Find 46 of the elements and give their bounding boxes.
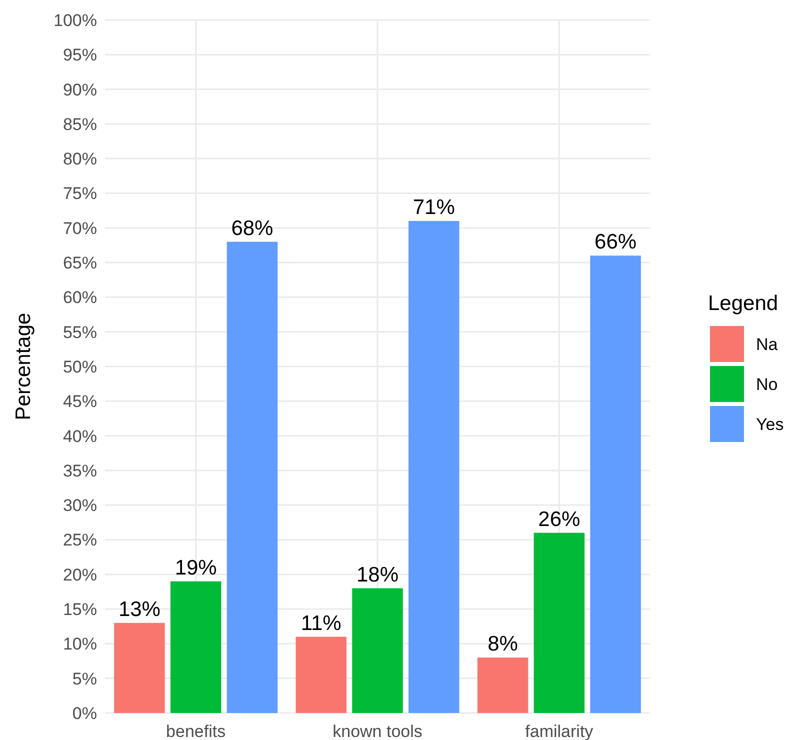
bar bbox=[408, 220, 460, 713]
y-tick-label: 55% bbox=[62, 322, 97, 342]
y-tick-label: 30% bbox=[62, 496, 97, 516]
bar bbox=[477, 658, 528, 713]
x-tick-label: benefits bbox=[166, 722, 226, 740]
y-tick-label: 45% bbox=[62, 392, 97, 412]
y-tick-label: 65% bbox=[62, 254, 97, 272]
bar bbox=[534, 532, 585, 713]
bar bbox=[170, 581, 222, 713]
data-label: 71% bbox=[412, 196, 455, 219]
y-tick-label: 95% bbox=[62, 46, 97, 65]
y-tick-label: 75% bbox=[62, 184, 97, 204]
bar bbox=[226, 242, 278, 713]
y-tick-label: 60% bbox=[62, 288, 97, 308]
y-tick-label: 5% bbox=[72, 669, 97, 688]
y-tick-label: 50% bbox=[62, 357, 97, 376]
y-tick-label: 10% bbox=[62, 634, 97, 654]
bar bbox=[114, 622, 165, 713]
y-tick-label: 35% bbox=[62, 461, 97, 480]
data-label: 8% bbox=[488, 632, 518, 656]
legend-label: Yes bbox=[756, 414, 784, 434]
y-tick-label: 80% bbox=[62, 150, 97, 169]
y-tick-label: 90% bbox=[62, 80, 97, 100]
data-label: 68% bbox=[231, 216, 274, 240]
legend-title: Legend bbox=[708, 292, 778, 315]
data-label: 19% bbox=[174, 556, 217, 580]
y-tick-label: 20% bbox=[62, 565, 97, 584]
legend-label: Na bbox=[756, 334, 778, 354]
data-label: 26% bbox=[538, 508, 580, 531]
bar bbox=[590, 256, 641, 713]
bar bbox=[352, 588, 403, 713]
y-tick-label: 15% bbox=[62, 600, 97, 619]
data-label: 11% bbox=[300, 612, 342, 635]
y-tick-label: 100% bbox=[54, 10, 97, 30]
y-tick-label: 25% bbox=[62, 530, 97, 550]
legend-label: No bbox=[756, 374, 778, 394]
y-axis-title: Percentage bbox=[12, 312, 35, 420]
data-label: 18% bbox=[356, 563, 399, 586]
data-label: 66% bbox=[594, 230, 637, 254]
data-label: 13% bbox=[118, 598, 160, 621]
x-tick-label: known tools bbox=[332, 722, 422, 740]
y-tick-label: 85% bbox=[62, 114, 97, 134]
y-tick-label: 0% bbox=[72, 704, 97, 723]
bar bbox=[296, 636, 346, 713]
y-tick-label: 40% bbox=[62, 426, 97, 446]
y-tick-label: 70% bbox=[62, 218, 97, 238]
